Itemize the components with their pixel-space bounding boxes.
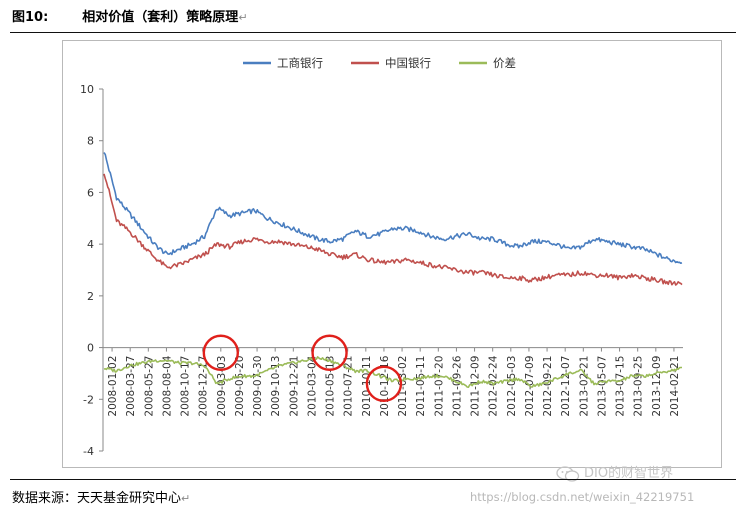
x-tick-label: 2011-05-11 xyxy=(415,356,427,417)
x-tick-label: 2009-03-03 xyxy=(216,356,228,417)
x-tick-label: 2009-07-30 xyxy=(252,356,264,417)
figure-title-line: 图10: 相对价值（套利）策略原理↵ xyxy=(12,6,248,25)
x-tick-label: 2014-02-21 xyxy=(669,356,681,417)
y-tick-label: 8 xyxy=(87,135,94,148)
bottom-rule xyxy=(10,479,736,480)
legend-label-icbc: 工商银行 xyxy=(277,56,323,70)
x-tick-label: 2010-07-21 xyxy=(343,356,355,417)
x-tick-label: 2008-12-17 xyxy=(198,356,210,417)
x-tick-label: 2013-09-25 xyxy=(633,356,645,417)
y-tick-label: 2 xyxy=(87,290,94,303)
x-tick-label: 2013-12-09 xyxy=(651,356,663,417)
y-tick-label: -2 xyxy=(83,393,94,406)
source-note: 数据来源：天天基金研究中心↵ xyxy=(12,487,190,506)
highlight-circle xyxy=(365,365,403,402)
figure-title: 相对价值（套利）策略原理 xyxy=(82,10,239,25)
top-rule xyxy=(10,32,736,33)
watermark-url: https://blog.csdn.net/weixin_42219751 xyxy=(470,490,695,504)
watermark-account: DIO的财智世界 xyxy=(556,462,673,482)
x-tick-label: 2010-05-13 xyxy=(325,356,337,417)
x-tick-label: 2010-12-16 xyxy=(379,355,391,416)
x-tick-label: 2008-01-02 xyxy=(107,356,119,417)
legend-label-spread: 价差 xyxy=(493,56,516,70)
series-line-boc xyxy=(103,173,683,286)
series-line-icbc xyxy=(103,152,683,264)
y-tick-label: 6 xyxy=(87,186,94,199)
x-tick-label: 2009-05-20 xyxy=(234,356,246,417)
x-tick-label: 2009-12-21 xyxy=(288,356,300,417)
y-tick-label: 10 xyxy=(80,83,94,96)
highlight-circle xyxy=(202,334,240,371)
chart-svg: -4 -2 0 2 4 6 8 10 2008-01-02 2008-03-27 2008-05-2… xyxy=(80,56,683,458)
chart-area: -4 -2 0 2 4 6 8 10 2008-01-02 2008-03-27 2008-05-2… xyxy=(62,40,722,468)
legend-label-boc: 中国银行 xyxy=(385,56,431,70)
x-tick-label: 2008-05-27 xyxy=(143,356,155,417)
paragraph-mark-icon: ↵ xyxy=(181,492,191,505)
x-tick-label: 2013-05-07 xyxy=(596,356,608,417)
x-tick-label: 2013-02-21 xyxy=(578,356,590,417)
x-tick-label: 2010-03-04 xyxy=(306,355,318,416)
y-tick-label: 4 xyxy=(87,238,94,251)
watermark-account-name: DIO的财智世界 xyxy=(584,466,674,481)
y-tick-label: 0 xyxy=(87,342,94,355)
highlight-circle xyxy=(311,334,348,371)
source-text: 数据来源：天天基金研究中心 xyxy=(12,491,182,506)
x-tick-label: 2008-03-27 xyxy=(125,356,137,417)
x-tick-label: 2012-09-21 xyxy=(542,356,554,417)
x-tick-label: 2012-02-24 xyxy=(488,355,500,416)
x-tick-label: 2008-10-17 xyxy=(180,356,192,417)
x-tick-label: 2011-09-26 xyxy=(451,355,463,416)
x-tick-label: 2011-07-20 xyxy=(433,356,445,417)
wechat-icon xyxy=(556,465,580,482)
x-tick-label: 2009-10-13 xyxy=(270,356,282,417)
x-tick-label: 2008-08-04 xyxy=(161,355,173,416)
paragraph-mark-icon: ↵ xyxy=(238,11,248,24)
series-line-spread xyxy=(103,356,682,389)
x-tick-label: 2011-03-02 xyxy=(397,356,409,417)
x-tick-label: 2011-12-09 xyxy=(470,356,482,417)
x-tick-label: 2012-12-07 xyxy=(560,356,572,417)
figure-label: 图10: xyxy=(12,10,49,25)
x-tick-label: 2013-07-15 xyxy=(615,356,627,417)
x-tick-label: 2012-05-03 xyxy=(506,356,518,417)
y-tick-label: -4 xyxy=(83,445,94,458)
